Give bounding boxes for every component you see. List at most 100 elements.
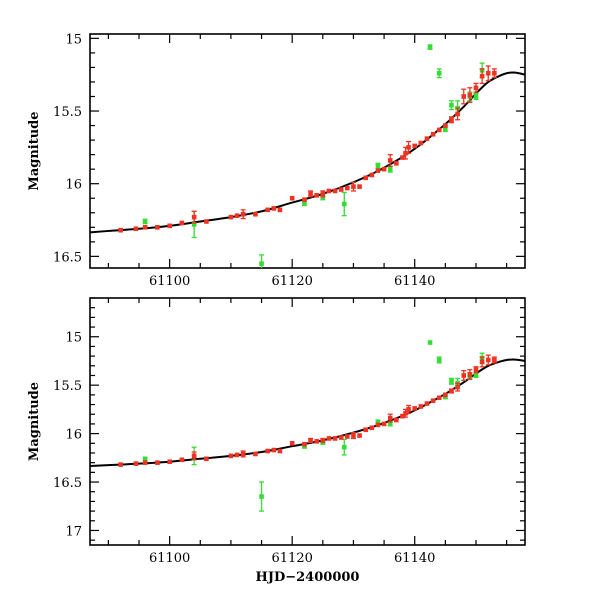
red-data-point	[345, 434, 350, 439]
plot-frame	[89, 297, 526, 546]
red-data-point	[467, 92, 473, 98]
red-data-point	[381, 421, 387, 427]
red-data-point	[234, 452, 240, 458]
red-data-point	[455, 111, 460, 117]
data-layer	[90, 44, 525, 268]
y-tick-label: 15.5	[53, 379, 82, 394]
red-data-point	[400, 413, 405, 419]
red-data-point	[228, 214, 234, 220]
red-data-point	[485, 357, 491, 363]
red-data-point	[412, 143, 418, 149]
red-data-point	[320, 191, 326, 197]
red-data-point	[265, 207, 270, 213]
y-tick-label: 16	[65, 178, 82, 193]
y-axis-title: Magnitude	[27, 382, 42, 461]
red-data-point	[492, 357, 497, 363]
green-data-point	[449, 379, 454, 384]
red-data-point	[492, 70, 497, 76]
red-data-point	[387, 158, 393, 163]
green-data-point	[436, 357, 442, 363]
red-data-point	[265, 448, 270, 454]
red-data-point	[485, 70, 491, 76]
green-data-point	[375, 419, 381, 425]
red-data-point	[240, 211, 246, 217]
y-tick-label: 15	[65, 32, 82, 47]
green-data-point	[443, 126, 448, 131]
red-data-point	[277, 207, 283, 213]
red-data-point	[430, 398, 436, 403]
red-data-point	[302, 441, 307, 447]
red-data-point	[314, 193, 319, 198]
x-axis-title: HJD−2400000	[256, 570, 360, 585]
red-data-point	[461, 94, 467, 99]
red-data-point	[326, 436, 332, 441]
green-data-point	[449, 102, 454, 108]
green-data-point	[142, 219, 148, 224]
red-data-point	[375, 168, 381, 173]
red-data-point	[204, 456, 209, 462]
red-data-point	[412, 406, 418, 411]
red-data-point	[443, 392, 448, 398]
red-data-point	[351, 433, 356, 438]
red-data-point	[381, 166, 387, 172]
plot-frame	[89, 33, 526, 269]
red-data-point	[167, 223, 172, 229]
red-data-point	[179, 220, 185, 226]
red-data-point	[228, 453, 234, 459]
red-data-point	[479, 73, 485, 79]
red-data-point	[142, 460, 148, 465]
red-data-point	[332, 188, 338, 194]
y-tick-label: 17	[65, 524, 82, 539]
green-data-point	[341, 444, 347, 450]
red-data-point	[357, 433, 362, 438]
red-data-point	[179, 457, 185, 463]
red-data-point	[403, 150, 408, 156]
green-data-point	[473, 373, 479, 378]
red-data-point	[253, 451, 258, 457]
red-data-point	[363, 427, 369, 433]
red-data-point	[449, 388, 454, 394]
x-tick-label: 61120	[272, 551, 313, 566]
red-data-point	[473, 367, 479, 372]
red-data-point	[314, 439, 319, 444]
red-data-point	[424, 136, 430, 141]
green-data-point	[375, 163, 381, 169]
red-data-point	[320, 438, 326, 443]
model-curve	[90, 358, 525, 468]
green-data-point	[427, 340, 433, 345]
y-axis-title: Magnitude	[27, 111, 42, 190]
red-data-point	[118, 227, 123, 233]
red-data-point	[461, 373, 467, 378]
y-tick-label: 16.5	[53, 250, 82, 265]
y-tick-label: 16	[65, 428, 82, 443]
green-data-point	[473, 94, 479, 99]
red-data-point	[302, 197, 307, 202]
red-data-point	[289, 195, 295, 201]
red-data-point	[234, 213, 240, 218]
red-data-point	[479, 359, 485, 365]
red-data-point	[191, 214, 197, 220]
red-data-point	[375, 422, 381, 428]
red-data-point	[455, 384, 460, 390]
red-data-point	[449, 117, 454, 123]
red-data-point	[118, 462, 123, 467]
red-data-point	[133, 461, 139, 466]
x-tick-label: 61120	[272, 274, 313, 289]
red-data-point	[338, 435, 344, 440]
red-data-point	[369, 172, 375, 178]
bottom-panel: 61100 61120 61140 15 15.5 16 16.5 17 Magnitude HJ…	[27, 297, 526, 585]
red-data-point	[406, 145, 411, 150]
green-data-point	[259, 494, 264, 499]
x-tick-label: 61100	[149, 274, 190, 289]
y-tick-label: 15.5	[53, 105, 82, 120]
green-data-point	[387, 166, 393, 172]
red-data-point	[253, 211, 258, 217]
x-tick-label: 61100	[149, 551, 190, 566]
green-data-point	[427, 44, 433, 50]
red-data-point	[443, 123, 448, 128]
red-data-point	[289, 440, 295, 446]
red-data-point	[338, 187, 344, 192]
red-data-point	[308, 438, 313, 443]
red-data-point	[133, 226, 139, 232]
